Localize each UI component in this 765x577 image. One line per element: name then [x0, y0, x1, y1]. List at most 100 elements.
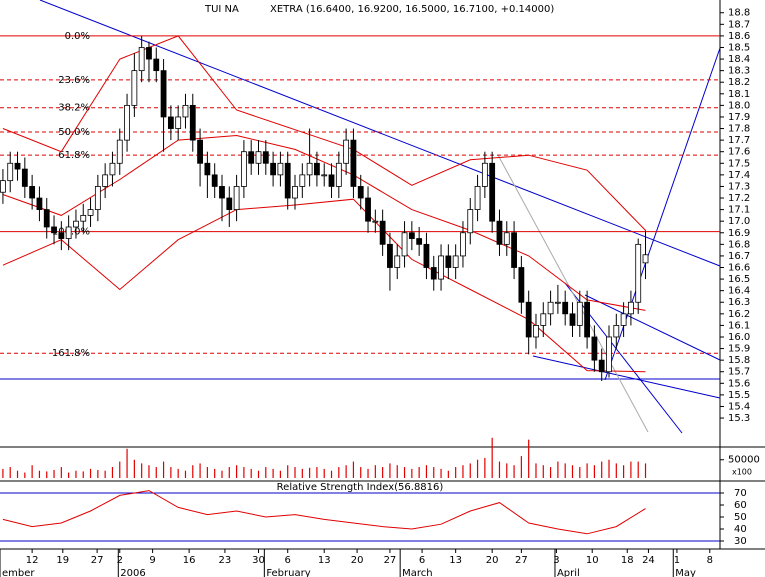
x-tick-label: 8	[707, 555, 713, 566]
y-tick-label: 50000	[728, 455, 760, 466]
y-tick-label: 15.5	[728, 390, 750, 401]
candle-body	[525, 301, 532, 338]
candle-body	[554, 301, 561, 304]
candle-body	[321, 174, 328, 177]
y-tick-label: 17.2	[728, 193, 750, 204]
candle-body	[226, 197, 233, 211]
candle-body	[562, 301, 569, 315]
candle-body	[14, 162, 21, 170]
candle-body	[109, 162, 116, 176]
candle-body	[613, 325, 620, 338]
candle-body	[584, 301, 590, 338]
y-tick-label: 17.4	[728, 170, 750, 181]
candle-body	[175, 116, 182, 129]
candle-body	[401, 232, 408, 257]
x-tick-label: 20	[351, 555, 364, 566]
candle-body	[219, 186, 225, 199]
x-tick-label: 12	[26, 555, 39, 566]
candle-body	[197, 139, 203, 164]
candle-body	[65, 226, 72, 239]
y-tick-label: 18.7	[728, 19, 750, 30]
y-tick-label: 16.5	[728, 274, 750, 285]
candle-body	[80, 214, 87, 222]
candle-body	[138, 47, 145, 72]
candle-body	[423, 243, 430, 268]
candle-body	[467, 209, 474, 234]
y-tick-label: 17.0	[728, 216, 750, 227]
x-month-label: April	[557, 568, 580, 577]
candle-body	[116, 139, 123, 164]
candle-body	[474, 186, 481, 211]
trend-line	[497, 154, 649, 433]
candle-body	[547, 301, 554, 315]
y-tick-label: 16.1	[728, 320, 750, 331]
y-tick-label: 18.8	[728, 8, 750, 19]
candle-body	[270, 162, 277, 176]
candle-body	[394, 255, 401, 268]
candle-body	[343, 139, 350, 164]
candle-body	[36, 197, 43, 211]
rsi-line	[2, 490, 646, 535]
bollinger-upper	[2, 35, 646, 231]
x-tick-label: 24	[642, 555, 655, 566]
candle-body	[438, 255, 444, 280]
x-tick-label: 13	[318, 555, 331, 566]
y-tick-label: 16.8	[728, 239, 750, 250]
y-tick-label: 50	[734, 512, 747, 523]
y-tick-label: 40	[734, 524, 747, 535]
candle-body	[284, 162, 291, 199]
x-month-label: ember	[2, 568, 35, 577]
candle-body	[73, 220, 79, 228]
x-tick-label: 18	[621, 555, 634, 566]
candle-body	[379, 220, 386, 245]
candle-body	[211, 174, 218, 187]
candle-body	[350, 139, 357, 187]
x-month-label: February	[266, 568, 310, 577]
y-tick-label: 16.7	[728, 251, 750, 262]
y-tick-label: 17.7	[728, 135, 750, 146]
y-tick-label: 15.4	[728, 401, 750, 412]
y-tick-label: 15.3	[728, 413, 750, 424]
fib-label: 23.6%	[58, 75, 90, 86]
y-tick-label: 17.9	[728, 112, 750, 123]
x-tick-label: 6	[285, 555, 291, 566]
y-tick-label: 16.6	[728, 263, 750, 274]
chart-title: TUI NA	[204, 4, 239, 15]
candle-body	[489, 162, 496, 222]
x-tick-label: 27	[515, 555, 528, 566]
x-tick-label: 16	[183, 555, 196, 566]
x-month-label: March	[402, 568, 432, 577]
candle-body	[635, 243, 642, 303]
x-tick-label: 30	[252, 555, 265, 566]
candle-body	[21, 168, 28, 187]
candle-body	[189, 104, 196, 141]
candle-body	[255, 151, 262, 164]
candle-body	[314, 162, 320, 176]
fib-label: 38.2%	[58, 103, 90, 114]
candle-body	[328, 174, 335, 187]
y-tick-label: 18.1	[728, 89, 750, 100]
candle-body	[606, 336, 612, 373]
candle-body	[628, 301, 634, 315]
trend-line	[39, 0, 721, 267]
y-tick-label: 16.4	[728, 286, 750, 297]
candle-body	[569, 313, 576, 326]
y-tick-label: 70	[734, 488, 747, 499]
y-tick-label: 18.0	[728, 100, 750, 111]
y-tick-label: 17.8	[728, 124, 750, 135]
y-tick-label: 16.0	[728, 332, 750, 343]
candle-body	[131, 70, 138, 106]
y-tick-label: 17.5	[728, 158, 750, 169]
candle-body	[481, 162, 488, 187]
candle-body	[540, 313, 547, 326]
x-tick-label: 19	[56, 555, 69, 566]
candle-body	[87, 209, 94, 216]
y-tick-label: 16.3	[728, 297, 750, 308]
candle-body	[452, 255, 459, 268]
x-tick-label: 1	[674, 555, 680, 566]
y-tick-label: 15.6	[728, 378, 750, 389]
bollinger-middle	[2, 134, 646, 311]
trend-line	[532, 355, 721, 399]
y-tick-label: 15.8	[728, 355, 750, 366]
